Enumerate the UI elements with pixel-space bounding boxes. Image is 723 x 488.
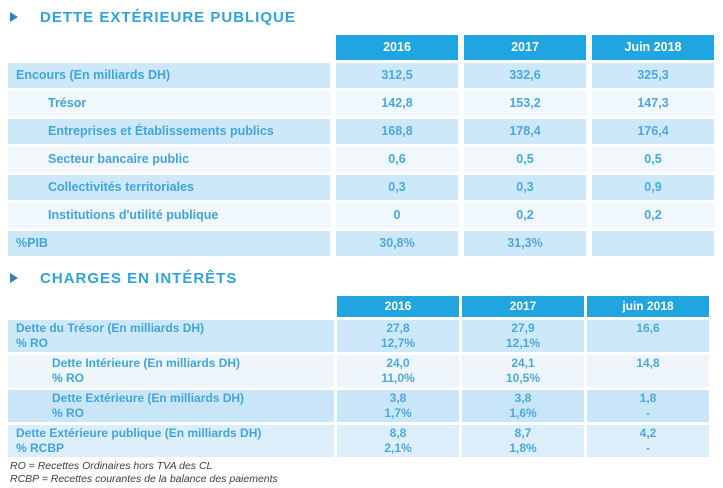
- row-secteur-bancaire-2017: 0,5: [464, 147, 586, 172]
- footnote-ro: RO = Recettes Ordinaires hors TVA des CL: [10, 460, 213, 472]
- interest-charges-table: 2016 2017 juin 2018 Dette du Trésor (En …: [8, 296, 723, 457]
- row-encours-2016: 312,5: [336, 63, 458, 88]
- row-tresor-label: Trésor: [8, 91, 330, 116]
- row-dette-exterieure-2017: 3,8 1,6%: [462, 390, 584, 422]
- value-main: 24,0: [386, 356, 410, 370]
- table2-header-empty: [8, 296, 334, 317]
- value-main: 24,1: [511, 356, 535, 370]
- row-tresor-juin2018: 147,3: [592, 91, 714, 116]
- row-dette-exterieure-label: Dette Extérieure (En milliards DH) % RO: [8, 390, 334, 422]
- row-institutions-juin2018: 0,2: [592, 203, 714, 228]
- row-label-sub: % RO: [16, 336, 49, 350]
- section1-header: DETTE EXTÉRIEURE PUBLIQUE: [10, 7, 723, 27]
- row-entreprises-2017: 178,4: [464, 119, 586, 144]
- external-debt-table: 2016 2017 Juin 2018 Encours (En milliard…: [8, 35, 723, 256]
- value-sub: 1,6%: [509, 406, 537, 420]
- value-main: 1,8: [639, 391, 657, 405]
- row-pib-2016: 30,8%: [336, 231, 458, 256]
- row-dette-tresor-juin2018: 16,6: [587, 320, 709, 352]
- row-label-main: Dette du Trésor (En milliards DH): [16, 321, 205, 335]
- value-sub: 10,5%: [505, 371, 541, 385]
- row-dette-interieure-juin2018: 14,8: [587, 355, 709, 387]
- row-tresor-2017: 153,2: [464, 91, 586, 116]
- row-label-sub: % RO: [52, 406, 85, 420]
- value-sub: 1,7%: [384, 406, 412, 420]
- row-institutions-2017: 0,2: [464, 203, 586, 228]
- value-sub: [587, 336, 709, 351]
- report-page: DETTE EXTÉRIEURE PUBLIQUE 2016 2017 Juin…: [0, 7, 723, 488]
- value-main: 8,7: [514, 426, 532, 440]
- row-collectivites-juin2018: 0,9: [592, 175, 714, 200]
- row-dette-interieure-2017: 24,1 10,5%: [462, 355, 584, 387]
- section1-title: DETTE EXTÉRIEURE PUBLIQUE: [40, 8, 296, 26]
- table2-col-2017: 2017: [462, 296, 584, 317]
- row-secteur-bancaire-2016: 0,6: [336, 147, 458, 172]
- value-sub: 12,1%: [505, 336, 541, 350]
- value-main: 8,8: [389, 426, 407, 440]
- row-dette-ext-publique-2017: 8,7 1,8%: [462, 425, 584, 457]
- value-sub: 12,7%: [380, 336, 416, 350]
- value-sub: -: [646, 441, 650, 455]
- row-dette-exterieure-2016: 3,8 1,7%: [337, 390, 459, 422]
- row-entreprises-label: Entreprises et Établissements publics: [8, 119, 330, 144]
- row-encours-label: Encours (En milliards DH): [8, 63, 330, 88]
- table1-col-2017: 2017: [464, 35, 586, 60]
- row-label-sub: % RCBP: [16, 441, 65, 455]
- row-dette-interieure-label: Dette Intérieure (En milliards DH) % RO: [8, 355, 334, 387]
- row-pib-juin2018: [592, 231, 714, 256]
- row-dette-ext-publique-label: Dette Extérieure publique (En milliards …: [8, 425, 334, 457]
- row-pib-label: %PIB: [8, 231, 330, 256]
- value-main: 14,8: [636, 356, 660, 370]
- row-dette-tresor-2017: 27,9 12,1%: [462, 320, 584, 352]
- row-entreprises-juin2018: 176,4: [592, 119, 714, 144]
- table1-header-empty: [8, 35, 330, 60]
- row-label-main: Dette Extérieure (En milliards DH): [52, 391, 245, 405]
- row-pib-2017: 31,3%: [464, 231, 586, 256]
- row-encours-juin2018: 325,3: [592, 63, 714, 88]
- row-entreprises-2016: 168,8: [336, 119, 458, 144]
- value-main: 3,8: [514, 391, 532, 405]
- value-main: 3,8: [389, 391, 407, 405]
- row-label-sub: % RO: [52, 371, 85, 385]
- value-sub: 1,8%: [509, 441, 537, 455]
- row-label-main: Dette Extérieure publique (En milliards …: [16, 426, 262, 440]
- row-institutions-label: Institutions d'utilité publique: [8, 203, 330, 228]
- value-sub: 2,1%: [384, 441, 412, 455]
- value-sub: -: [646, 406, 650, 420]
- row-secteur-bancaire-label: Secteur bancaire public: [8, 147, 330, 172]
- table2-col-2016: 2016: [337, 296, 459, 317]
- value-main: 16,6: [636, 321, 660, 335]
- row-dette-tresor-label: Dette du Trésor (En milliards DH) % RO: [8, 320, 334, 352]
- row-tresor-2016: 142,8: [336, 91, 458, 116]
- section2-title: CHARGES EN INTÉRÊTS: [40, 269, 238, 287]
- row-collectivites-2017: 0,3: [464, 175, 586, 200]
- row-dette-ext-publique-2016: 8,8 2,1%: [337, 425, 459, 457]
- row-dette-ext-publique-juin2018: 4,2 -: [587, 425, 709, 457]
- row-dette-tresor-2016: 27,8 12,7%: [337, 320, 459, 352]
- bullet-arrow-icon: [10, 273, 18, 283]
- row-collectivites-label: Collectivités territoriales: [8, 175, 330, 200]
- row-institutions-2016: 0: [336, 203, 458, 228]
- value-main: 4,2: [639, 426, 657, 440]
- section2-header: CHARGES EN INTÉRÊTS: [10, 268, 723, 288]
- bullet-arrow-icon: [10, 12, 18, 22]
- footnotes: RO = Recettes Ordinaires hors TVA des CL…: [10, 460, 723, 486]
- row-dette-exterieure-juin2018: 1,8 -: [587, 390, 709, 422]
- value-sub: [587, 371, 709, 386]
- value-main: 27,9: [511, 321, 535, 335]
- row-encours-2017: 332,6: [464, 63, 586, 88]
- table1-col-juin2018: Juin 2018: [592, 35, 714, 60]
- footnote-rcbp: RCBP = Recettes courantes de la balance …: [10, 473, 278, 485]
- table1-col-2016: 2016: [336, 35, 458, 60]
- row-dette-interieure-2016: 24,0 11,0%: [337, 355, 459, 387]
- row-collectivites-2016: 0,3: [336, 175, 458, 200]
- table2-col-juin2018: juin 2018: [587, 296, 709, 317]
- value-sub: 11,0%: [381, 371, 415, 385]
- row-secteur-bancaire-juin2018: 0,5: [592, 147, 714, 172]
- value-main: 27,8: [386, 321, 410, 335]
- row-label-main: Dette Intérieure (En milliards DH): [52, 356, 241, 370]
